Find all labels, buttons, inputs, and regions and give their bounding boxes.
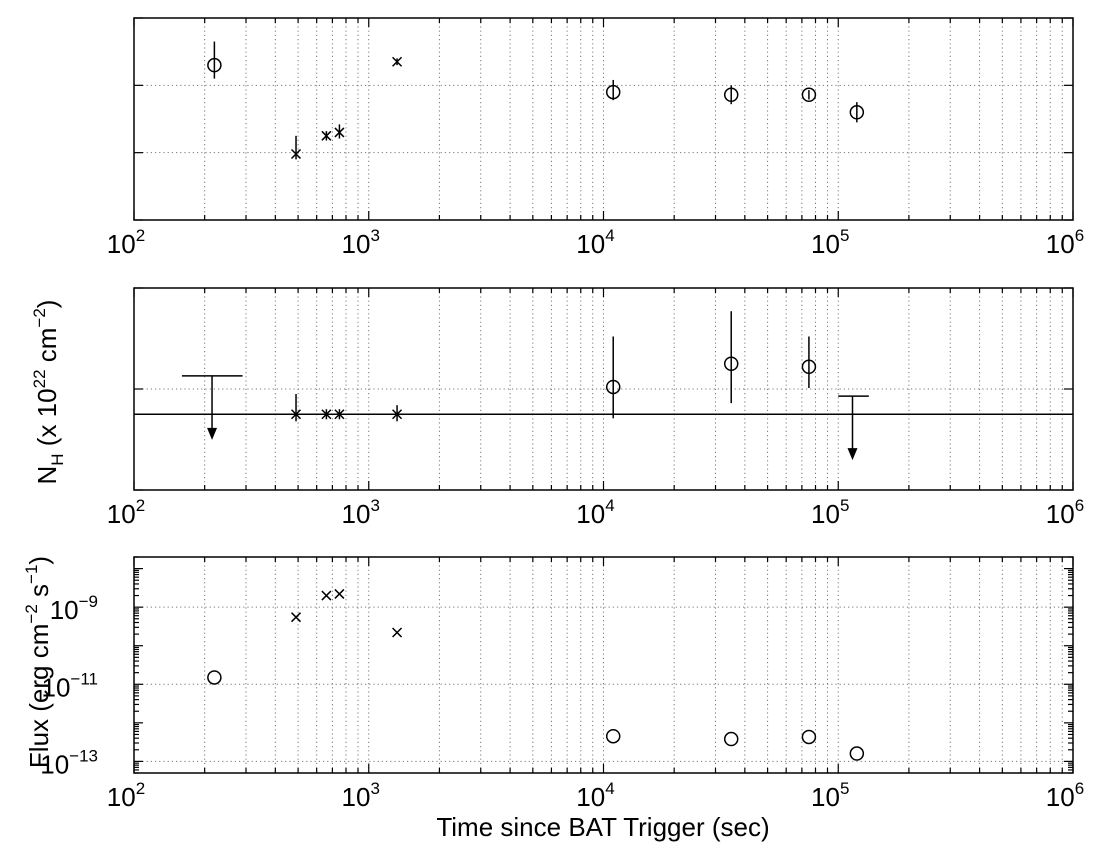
data-point-circle — [723, 85, 739, 105]
data-point-circle — [723, 311, 739, 404]
upper-limit-marker — [838, 395, 869, 461]
data-point-circle — [207, 41, 222, 79]
plot-area-frame — [133, 556, 1074, 774]
spectral-index-panel: 102 103 104 105 106 — [107, 17, 1084, 259]
circle-marker — [801, 87, 817, 103]
data-point-circle — [605, 728, 621, 744]
x-tick-label: 105 — [811, 496, 849, 529]
circle-marker — [207, 57, 222, 73]
data-point-x — [321, 130, 332, 141]
data-point-circle — [723, 731, 739, 747]
y-axis-label: Flux (erg cm−2 s−1) — [22, 556, 54, 768]
data-point-x — [290, 612, 302, 623]
circle-marker — [605, 84, 621, 100]
x-tick-label: 103 — [342, 496, 380, 529]
data-point-x — [321, 590, 332, 601]
x-marker — [334, 409, 345, 420]
circle-marker — [723, 356, 739, 371]
x-tick-label: 106 — [1046, 496, 1084, 529]
grid — [134, 557, 1073, 773]
x-tick-label: 105 — [811, 226, 849, 259]
data-point-x — [334, 588, 345, 599]
x-tick-label: 102 — [107, 496, 145, 529]
x-marker — [392, 56, 403, 67]
upper-limit-arrowhead — [847, 448, 858, 461]
x-tick-label: 102 — [107, 226, 145, 259]
circle-marker — [801, 359, 817, 375]
data-point-x — [334, 409, 345, 420]
x-tick-label: 104 — [576, 226, 614, 259]
circle-marker — [849, 105, 865, 120]
data-point-circle — [801, 336, 817, 388]
x-axis-label: Time since BAT Trigger (sec) — [436, 812, 769, 842]
x-tick-label: 104 — [576, 496, 614, 529]
x-marker — [334, 127, 345, 138]
x-tick-label: 104 — [576, 779, 614, 812]
x-tick-label: 102 — [107, 779, 145, 812]
data-point-circle — [605, 336, 621, 419]
grid — [134, 288, 1073, 490]
x-marker — [290, 148, 302, 160]
data-point-x — [392, 627, 403, 638]
x-marker — [392, 627, 403, 638]
circle-marker — [605, 728, 621, 744]
x-marker — [321, 130, 332, 141]
y-axis-label: NH (x 1022 cm−2) — [30, 300, 67, 485]
data-point-circle — [801, 87, 817, 103]
upper-limit-marker — [181, 375, 243, 440]
column-density-panel: 102 103 104 105 106 NH (x 1022 cm−2) — [30, 287, 1084, 529]
circle-marker — [723, 731, 739, 747]
data-point-x — [321, 409, 332, 420]
y-tick-label: 10−11 — [42, 669, 99, 702]
circle-marker — [723, 87, 739, 103]
x-marker — [321, 590, 332, 601]
x-tick-label: 106 — [1046, 779, 1084, 812]
x-tick-label: 105 — [811, 779, 849, 812]
x-marker — [334, 588, 345, 599]
data-point-x — [290, 135, 302, 160]
data-point-circle — [605, 79, 621, 101]
data-point-circle — [207, 670, 222, 685]
upper-limit-arrowhead — [207, 427, 218, 440]
data-point-x — [334, 124, 345, 139]
x-tick-label: 103 — [342, 779, 380, 812]
data-point-x — [392, 405, 403, 422]
circle-marker — [849, 746, 865, 761]
x-tick-label: 103 — [342, 226, 380, 259]
x-marker — [290, 612, 302, 623]
grid — [134, 18, 1073, 220]
x-tick-label: 106 — [1046, 226, 1084, 259]
y-tick-label: 10−9 — [50, 592, 98, 625]
x-marker — [321, 409, 332, 420]
y-tick-label: 10−13 — [40, 746, 98, 779]
circle-marker — [605, 379, 621, 395]
data-point-circle — [801, 729, 817, 745]
data-point-x — [290, 394, 302, 422]
x-marker — [290, 409, 302, 420]
data-point-circle — [849, 102, 865, 123]
data-point-circle — [849, 746, 865, 761]
data-point-x — [392, 56, 403, 67]
circle-marker — [801, 729, 817, 745]
circle-marker — [207, 670, 222, 685]
x-marker — [392, 409, 403, 420]
